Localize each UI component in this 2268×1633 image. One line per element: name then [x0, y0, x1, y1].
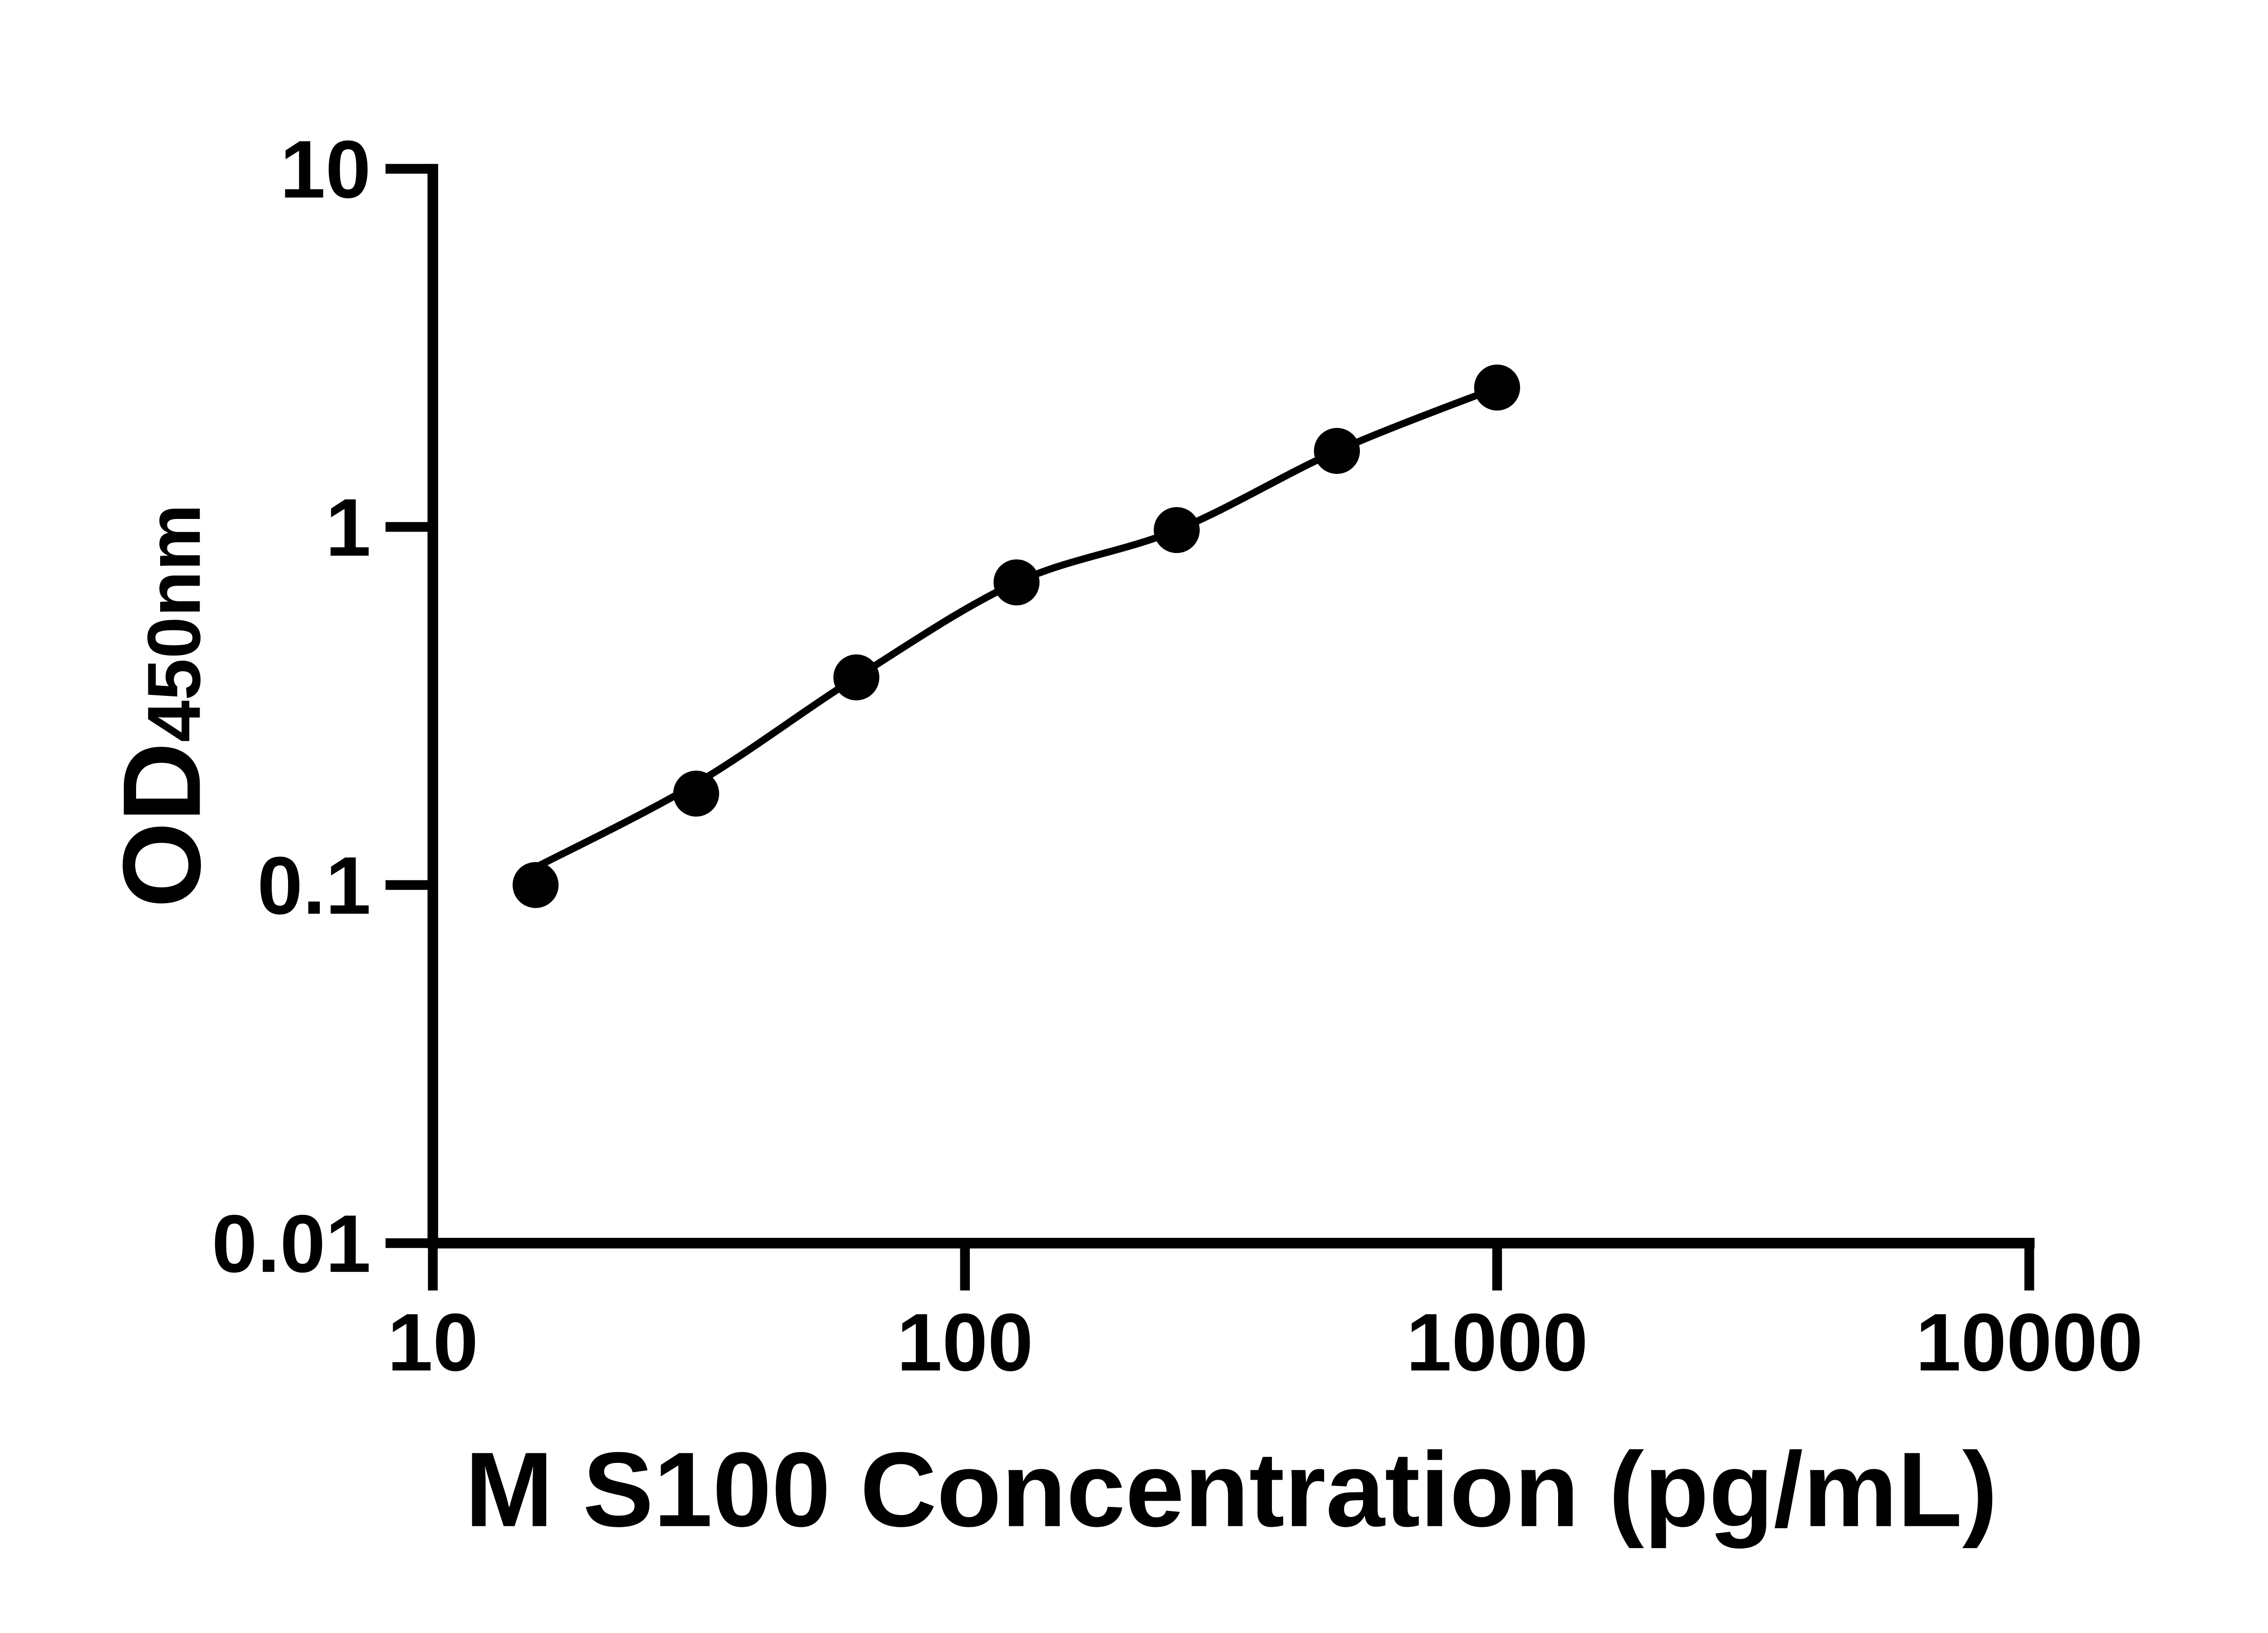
- x-tick-label: 1000: [1406, 1297, 1588, 1388]
- y-axis-title-main: OD: [100, 742, 224, 908]
- x-tick-label: 10000: [1916, 1297, 2143, 1388]
- x-tick-label: 100: [897, 1297, 1033, 1388]
- y-tick-label: 1: [325, 482, 371, 573]
- y-tick-label: 0.01: [212, 1198, 371, 1290]
- data-point: [833, 654, 880, 701]
- data-point: [1314, 428, 1360, 474]
- axis-tick-labels: 0.01 0.1 1 10 10 100 1000 10000: [212, 124, 2143, 1388]
- x-tick-label: 10: [387, 1297, 479, 1388]
- axis-ticks: [385, 164, 2034, 1291]
- series-layer: [513, 364, 1520, 908]
- x-axis-title: M S100 Concentration (pg/mL): [465, 1430, 1998, 1549]
- data-point: [1154, 507, 1200, 553]
- data-point: [513, 862, 559, 908]
- data-point: [673, 770, 719, 817]
- y-axis-title-sub: 450nm: [132, 504, 216, 742]
- axes: [427, 164, 2035, 1249]
- y-tick-label: 0.1: [257, 840, 371, 931]
- data-point: [1474, 364, 1520, 411]
- data-point: [993, 559, 1040, 606]
- y-axis-title: OD450nm: [100, 504, 224, 908]
- y-tick-label: 10: [280, 124, 371, 215]
